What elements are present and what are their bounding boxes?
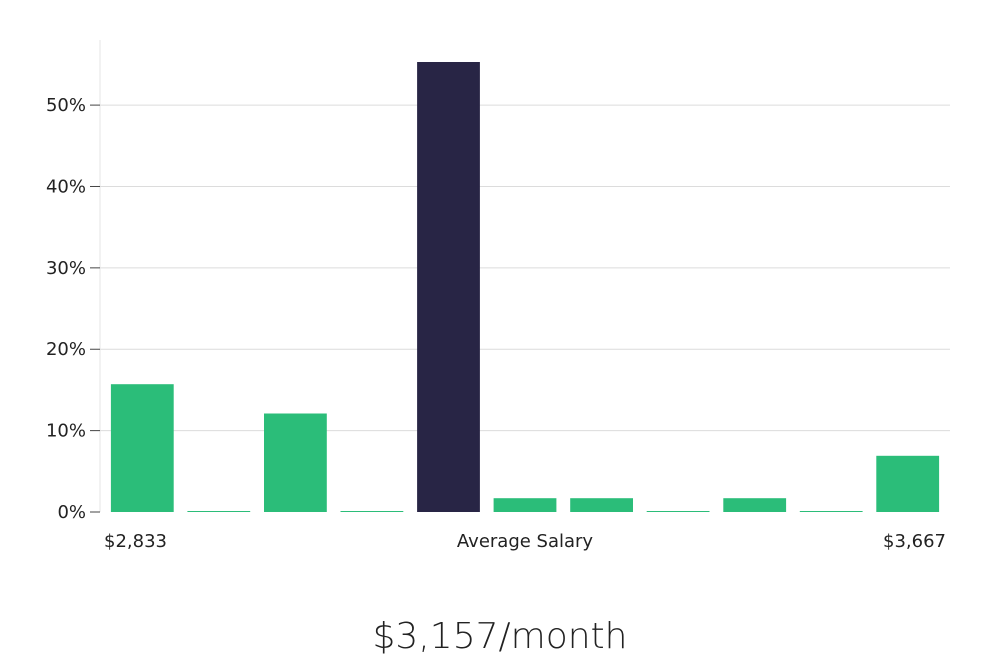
salary-bar [723, 498, 787, 512]
salary-bar [187, 511, 251, 512]
y-tick-label: 50% [46, 95, 86, 116]
salary-bar [876, 455, 940, 512]
average-salary-bar [417, 62, 480, 512]
salary-bar [110, 384, 174, 512]
y-tick-label: 10% [46, 421, 86, 442]
y-tick-label: 20% [46, 339, 86, 360]
salary-bar [646, 511, 710, 512]
y-tick-label: 30% [46, 258, 86, 279]
grid-lines [100, 104, 950, 432]
salary-bar [493, 498, 557, 512]
salary-bar [799, 511, 863, 512]
salary-bar [264, 413, 327, 512]
x-max-label: $3,667 [883, 531, 946, 552]
y-tick-label: 0% [57, 502, 86, 523]
y-tick-label: 40% [46, 176, 86, 197]
salary-caption: $3,157/month [373, 616, 628, 657]
x-min-label: $2,833 [104, 531, 167, 552]
y-axis-ticks: 0% 10% 20% 30% 40% 50% [46, 95, 100, 523]
bars [110, 62, 940, 512]
salary-bar [340, 511, 404, 512]
x-center-label: Average Salary [457, 531, 594, 552]
salary-bar [570, 498, 633, 512]
